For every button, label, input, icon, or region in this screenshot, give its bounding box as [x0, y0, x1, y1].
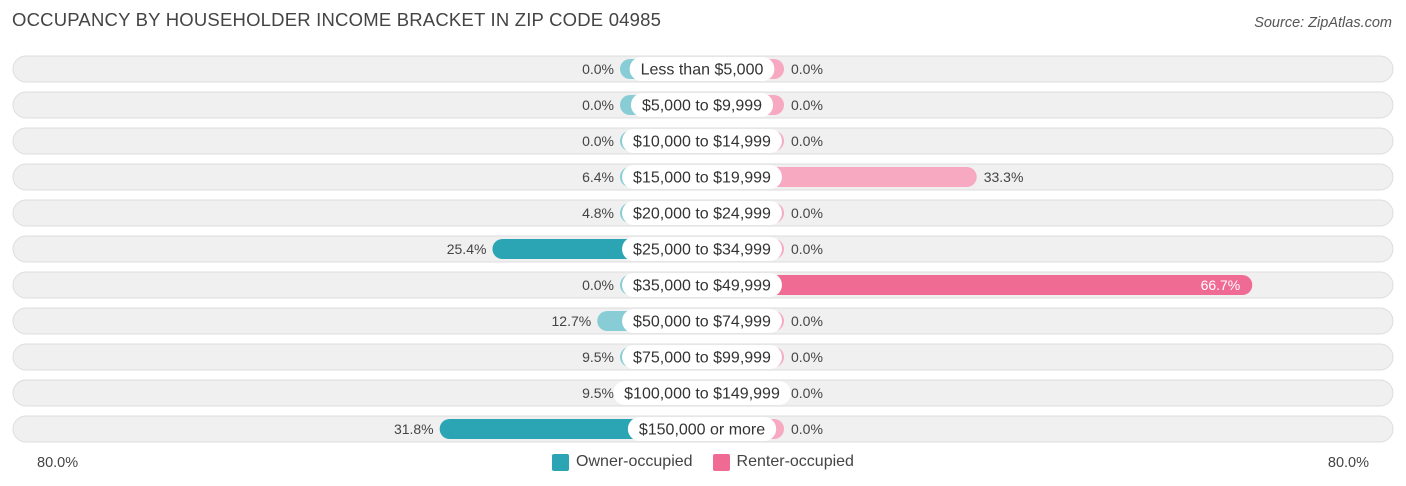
legend: Owner-occupied Renter-occupied [0, 453, 1406, 471]
category-label: $150,000 or more [639, 422, 765, 439]
owner-value-label: 25.4% [447, 241, 487, 257]
category-label-bg [622, 309, 782, 333]
category-label: $20,000 to $24,999 [633, 206, 771, 223]
category-label-bg [622, 345, 782, 369]
category-label: Less than $5,000 [641, 62, 764, 79]
owner-value-label: 0.0% [582, 97, 614, 113]
renter-value-label: 0.0% [791, 313, 823, 329]
owner-value-label: 9.5% [582, 385, 614, 401]
renter-value-label: 0.0% [791, 349, 823, 365]
renter-value-label: 33.3% [984, 169, 1024, 185]
category-label: $50,000 to $74,999 [633, 314, 771, 331]
renter-value-label: 0.0% [791, 61, 823, 77]
category-label-bg [629, 57, 775, 81]
renter-value-label: 0.0% [791, 385, 823, 401]
renter-value-label: 0.0% [791, 133, 823, 149]
category-label: $25,000 to $34,999 [633, 242, 771, 259]
renter-value-label: 66.7% [1201, 277, 1241, 293]
chart-source: Source: ZipAtlas.com [1254, 15, 1392, 31]
category-label: $10,000 to $14,999 [633, 134, 771, 151]
category-label-bg [622, 165, 782, 189]
owner-value-label: 31.8% [394, 421, 434, 437]
owner-value-label: 0.0% [582, 133, 614, 149]
legend-label-owner: Owner-occupied [576, 453, 693, 470]
category-label-bg [627, 417, 777, 441]
renter-value-label: 0.0% [791, 205, 823, 221]
category-label: $15,000 to $19,999 [633, 170, 771, 187]
category-label-bg [622, 201, 782, 225]
category-label: $75,000 to $99,999 [633, 350, 771, 367]
category-label-bg [613, 381, 791, 405]
legend-item-renter[interactable]: Renter-occupied [712, 453, 854, 471]
legend-swatch-renter [712, 453, 730, 471]
owner-value-label: 0.0% [582, 277, 614, 293]
legend-item-owner[interactable]: Owner-occupied [552, 453, 693, 471]
category-label: $35,000 to $49,999 [633, 278, 771, 295]
chart-title: OCCUPANCY BY HOUSEHOLDER INCOME BRACKET … [12, 9, 662, 30]
owner-value-label: 6.4% [582, 169, 614, 185]
category-label-bg [622, 237, 782, 261]
owner-value-label: 4.8% [582, 205, 614, 221]
owner-value-label: 9.5% [582, 349, 614, 365]
owner-value-label: 12.7% [552, 313, 592, 329]
owner-value-label: 0.0% [582, 61, 614, 77]
category-label: $100,000 to $149,999 [624, 386, 780, 403]
category-label-bg [622, 273, 782, 297]
legend-label-renter: Renter-occupied [736, 453, 854, 470]
chart-plot: 0.0% 0.0% Less than $5,000 0.0% 0.0% $5,000 t… [12, 55, 1394, 443]
category-label-bg [622, 129, 782, 153]
renter-value-label: 0.0% [791, 97, 823, 113]
axis-left-label: 80.0% [37, 455, 79, 471]
renter-value-label: 0.0% [791, 241, 823, 257]
category-label: $5,000 to $9,999 [642, 98, 762, 115]
category-label-bg [630, 93, 774, 117]
legend-swatch-owner [552, 453, 570, 471]
axis-right-label: 80.0% [1327, 455, 1369, 471]
renter-value-label: 0.0% [791, 421, 823, 437]
renter-bar[interactable] [702, 275, 1253, 295]
